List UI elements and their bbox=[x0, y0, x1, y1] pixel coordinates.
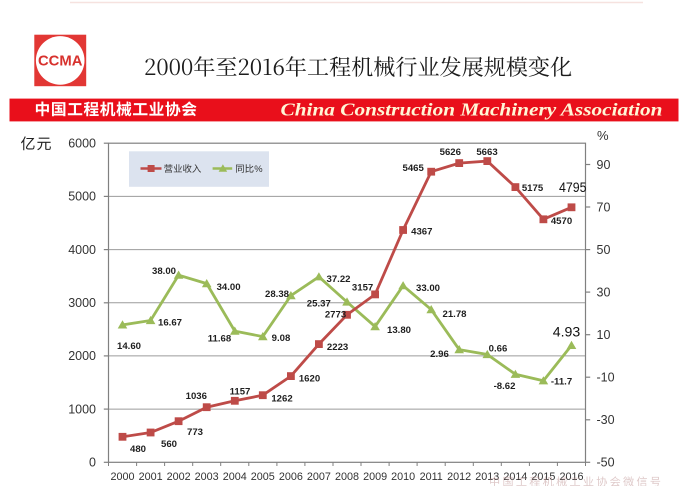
svg-text:4795: 4795 bbox=[559, 180, 587, 195]
svg-text:China Construction Machinery A: China Construction Machinery Association bbox=[281, 100, 663, 120]
svg-text:4000: 4000 bbox=[68, 243, 96, 257]
svg-text:37.22: 37.22 bbox=[326, 274, 350, 285]
svg-text:10: 10 bbox=[597, 328, 611, 342]
svg-text:1000: 1000 bbox=[68, 402, 96, 416]
svg-text:CCMA: CCMA bbox=[38, 53, 83, 70]
svg-text:-8.62: -8.62 bbox=[494, 381, 516, 392]
svg-text:2011: 2011 bbox=[420, 471, 443, 483]
svg-text:480: 480 bbox=[130, 444, 146, 455]
svg-text:1620: 1620 bbox=[299, 374, 320, 385]
svg-text:1157: 1157 bbox=[230, 387, 251, 398]
svg-text:1262: 1262 bbox=[271, 394, 292, 405]
svg-text:14.60: 14.60 bbox=[117, 341, 141, 352]
svg-text:2002: 2002 bbox=[167, 471, 191, 483]
svg-text:9.08: 9.08 bbox=[272, 333, 291, 344]
svg-text:2008: 2008 bbox=[335, 471, 359, 483]
svg-text:16.67: 16.67 bbox=[158, 317, 182, 328]
svg-text:4367: 4367 bbox=[411, 227, 432, 238]
svg-text:2000: 2000 bbox=[110, 471, 134, 483]
svg-text:1036: 1036 bbox=[186, 391, 207, 402]
svg-text:33.00: 33.00 bbox=[416, 283, 440, 294]
svg-text:2004: 2004 bbox=[223, 471, 247, 483]
svg-text:2012: 2012 bbox=[447, 471, 471, 483]
svg-text:2001: 2001 bbox=[139, 471, 163, 483]
svg-text:4570: 4570 bbox=[551, 216, 572, 227]
svg-text:11.68: 11.68 bbox=[208, 333, 232, 344]
svg-text:38.00: 38.00 bbox=[152, 266, 176, 277]
svg-text:2006: 2006 bbox=[279, 471, 303, 483]
svg-text:-10: -10 bbox=[597, 371, 615, 385]
svg-text:5175: 5175 bbox=[522, 183, 544, 194]
svg-text:2.96: 2.96 bbox=[430, 349, 449, 360]
svg-text:6000: 6000 bbox=[68, 136, 96, 150]
svg-text:34.00: 34.00 bbox=[217, 282, 241, 293]
svg-text:2016: 2016 bbox=[559, 471, 583, 483]
svg-text:-30: -30 bbox=[597, 413, 615, 427]
svg-text:3157: 3157 bbox=[352, 282, 373, 293]
svg-text:-50: -50 bbox=[597, 456, 615, 470]
svg-text:2000: 2000 bbox=[68, 349, 96, 363]
svg-text:2013: 2013 bbox=[475, 471, 499, 483]
svg-text:90: 90 bbox=[597, 158, 611, 172]
svg-text:2010: 2010 bbox=[391, 471, 415, 483]
svg-text:2005: 2005 bbox=[251, 471, 275, 483]
svg-text:50: 50 bbox=[597, 243, 611, 257]
svg-text:3000: 3000 bbox=[68, 296, 96, 310]
svg-text:%: % bbox=[597, 128, 609, 143]
svg-text:2773: 2773 bbox=[325, 310, 346, 321]
svg-text:773: 773 bbox=[187, 427, 203, 438]
svg-text:0: 0 bbox=[89, 456, 96, 470]
svg-text:0.66: 0.66 bbox=[489, 343, 508, 354]
svg-text:25.37: 25.37 bbox=[307, 299, 331, 310]
svg-text:2003: 2003 bbox=[195, 471, 219, 483]
svg-text:%: % bbox=[254, 163, 262, 174]
svg-text:5000: 5000 bbox=[68, 190, 96, 204]
svg-text:13.80: 13.80 bbox=[387, 325, 411, 336]
svg-text:-11.7: -11.7 bbox=[551, 376, 572, 387]
svg-text:560: 560 bbox=[161, 439, 177, 450]
svg-text:30: 30 bbox=[597, 286, 611, 300]
svg-text:2007: 2007 bbox=[307, 471, 331, 483]
svg-text:2009: 2009 bbox=[363, 471, 387, 483]
svg-text:2223: 2223 bbox=[327, 342, 348, 353]
svg-text:70: 70 bbox=[597, 200, 611, 214]
svg-text:28.38: 28.38 bbox=[265, 289, 290, 300]
svg-text:5465: 5465 bbox=[403, 163, 425, 174]
svg-text:4.93: 4.93 bbox=[553, 324, 581, 339]
svg-text:5663: 5663 bbox=[476, 147, 497, 158]
svg-text:5626: 5626 bbox=[440, 147, 461, 158]
svg-text:21.78: 21.78 bbox=[442, 309, 467, 320]
